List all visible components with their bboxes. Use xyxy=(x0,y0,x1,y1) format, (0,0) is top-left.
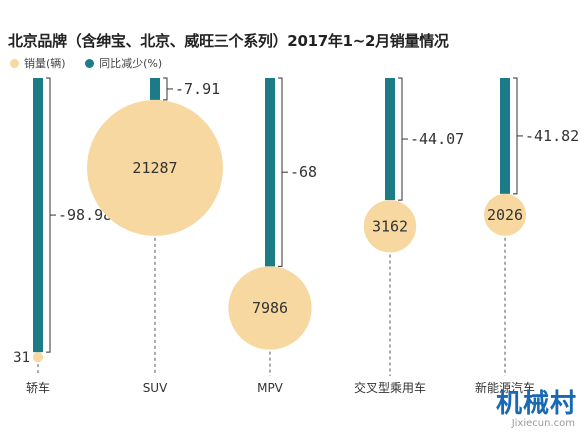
legend: 销量(辆) 同比减少(%) xyxy=(10,55,178,71)
bracket-nev xyxy=(513,77,518,195)
decrease-label-nev: -41.82 xyxy=(525,127,579,145)
bar-decrease-nev xyxy=(500,78,510,194)
sales-label-suv: 21287 xyxy=(132,159,177,177)
sales-label-nev: 2026 xyxy=(487,206,523,224)
bubble-sales-suv xyxy=(87,99,223,236)
watermark-url: Jixiecun.com xyxy=(511,418,575,429)
bubble-sales-nev xyxy=(484,193,526,236)
chart-title: 北京品牌（含绅宝、北京、威旺三个系列）2017年1~2月销量情况 xyxy=(8,32,449,50)
category-label-mpv: MPV xyxy=(257,381,284,395)
category-label-nev: 新能源汽车 xyxy=(475,380,535,395)
legend-swatch-decrease xyxy=(85,58,95,68)
legend-item-sales: 销量(辆) xyxy=(10,55,66,71)
category-label-crossover: 交叉型乘用车 xyxy=(354,380,426,395)
watermark-logo: 机械村 xyxy=(495,389,577,419)
bubble-sales-sedan xyxy=(33,352,43,363)
legend-label-decrease: 同比减少(%) xyxy=(99,57,163,70)
bubble-sales-crossover xyxy=(363,200,417,253)
decrease-label-suv: -7.91 xyxy=(175,80,220,98)
sales-label-sedan: 31 xyxy=(13,350,30,366)
category-label-suv: SUV xyxy=(143,381,168,395)
bubble-sales-mpv xyxy=(228,266,312,350)
legend-item-decrease: 同比减少(%) xyxy=(85,55,162,71)
bracket-sedan xyxy=(46,77,51,353)
decrease-label-crossover: -44.07 xyxy=(410,130,464,148)
bar-decrease-crossover xyxy=(385,78,395,201)
bracket-mpv xyxy=(278,77,283,267)
decrease-label-sedan: -98.98 xyxy=(58,206,112,224)
legend-swatch-sales xyxy=(10,58,19,68)
bracket-suv xyxy=(163,77,168,101)
bar-decrease-mpv xyxy=(265,78,275,267)
bar-decrease-suv xyxy=(150,78,160,100)
decrease-label-mpv: -68 xyxy=(290,163,317,181)
category-label-sedan: 轿车 xyxy=(26,380,50,395)
bar-decrease-sedan xyxy=(33,78,43,353)
watermark: 机械村 Jixiecun.com xyxy=(496,390,577,430)
sales-label-mpv: 7986 xyxy=(252,299,288,317)
bracket-crossover xyxy=(398,77,403,201)
legend-label-sales: 销量(辆) xyxy=(24,57,66,70)
sales-label-crossover: 3162 xyxy=(372,217,408,235)
